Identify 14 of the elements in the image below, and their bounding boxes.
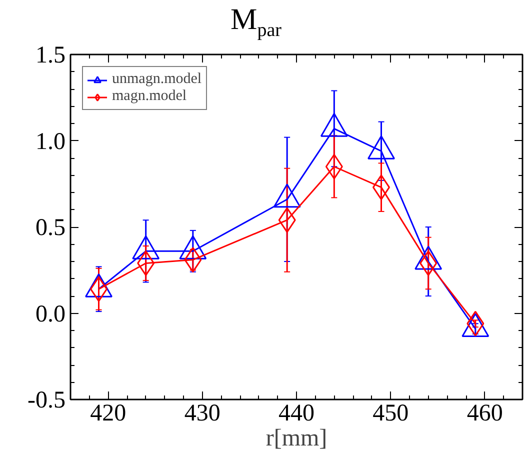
x-axis-title: r[mm] [266, 426, 328, 452]
y-tick-label: 0.0 [36, 301, 66, 328]
x-tick-label: 450 [372, 400, 409, 426]
legend-label: unmagn.model [112, 71, 202, 88]
y-tick-label: 1.0 [36, 128, 66, 155]
x-tick-label: 440 [278, 400, 314, 426]
x-tick-label: 430 [184, 400, 220, 426]
legend-label: magn.model [112, 88, 187, 105]
chart-title: M$_{par}$ [230, 3, 282, 41]
y-tick-label: 0.5 [36, 215, 66, 241]
x-tick-label: 460 [466, 400, 503, 426]
x-tick-label: 420 [90, 400, 126, 426]
y-tick-label: -0.5 [28, 388, 66, 414]
y-tick-label: 1.5 [36, 42, 66, 68]
